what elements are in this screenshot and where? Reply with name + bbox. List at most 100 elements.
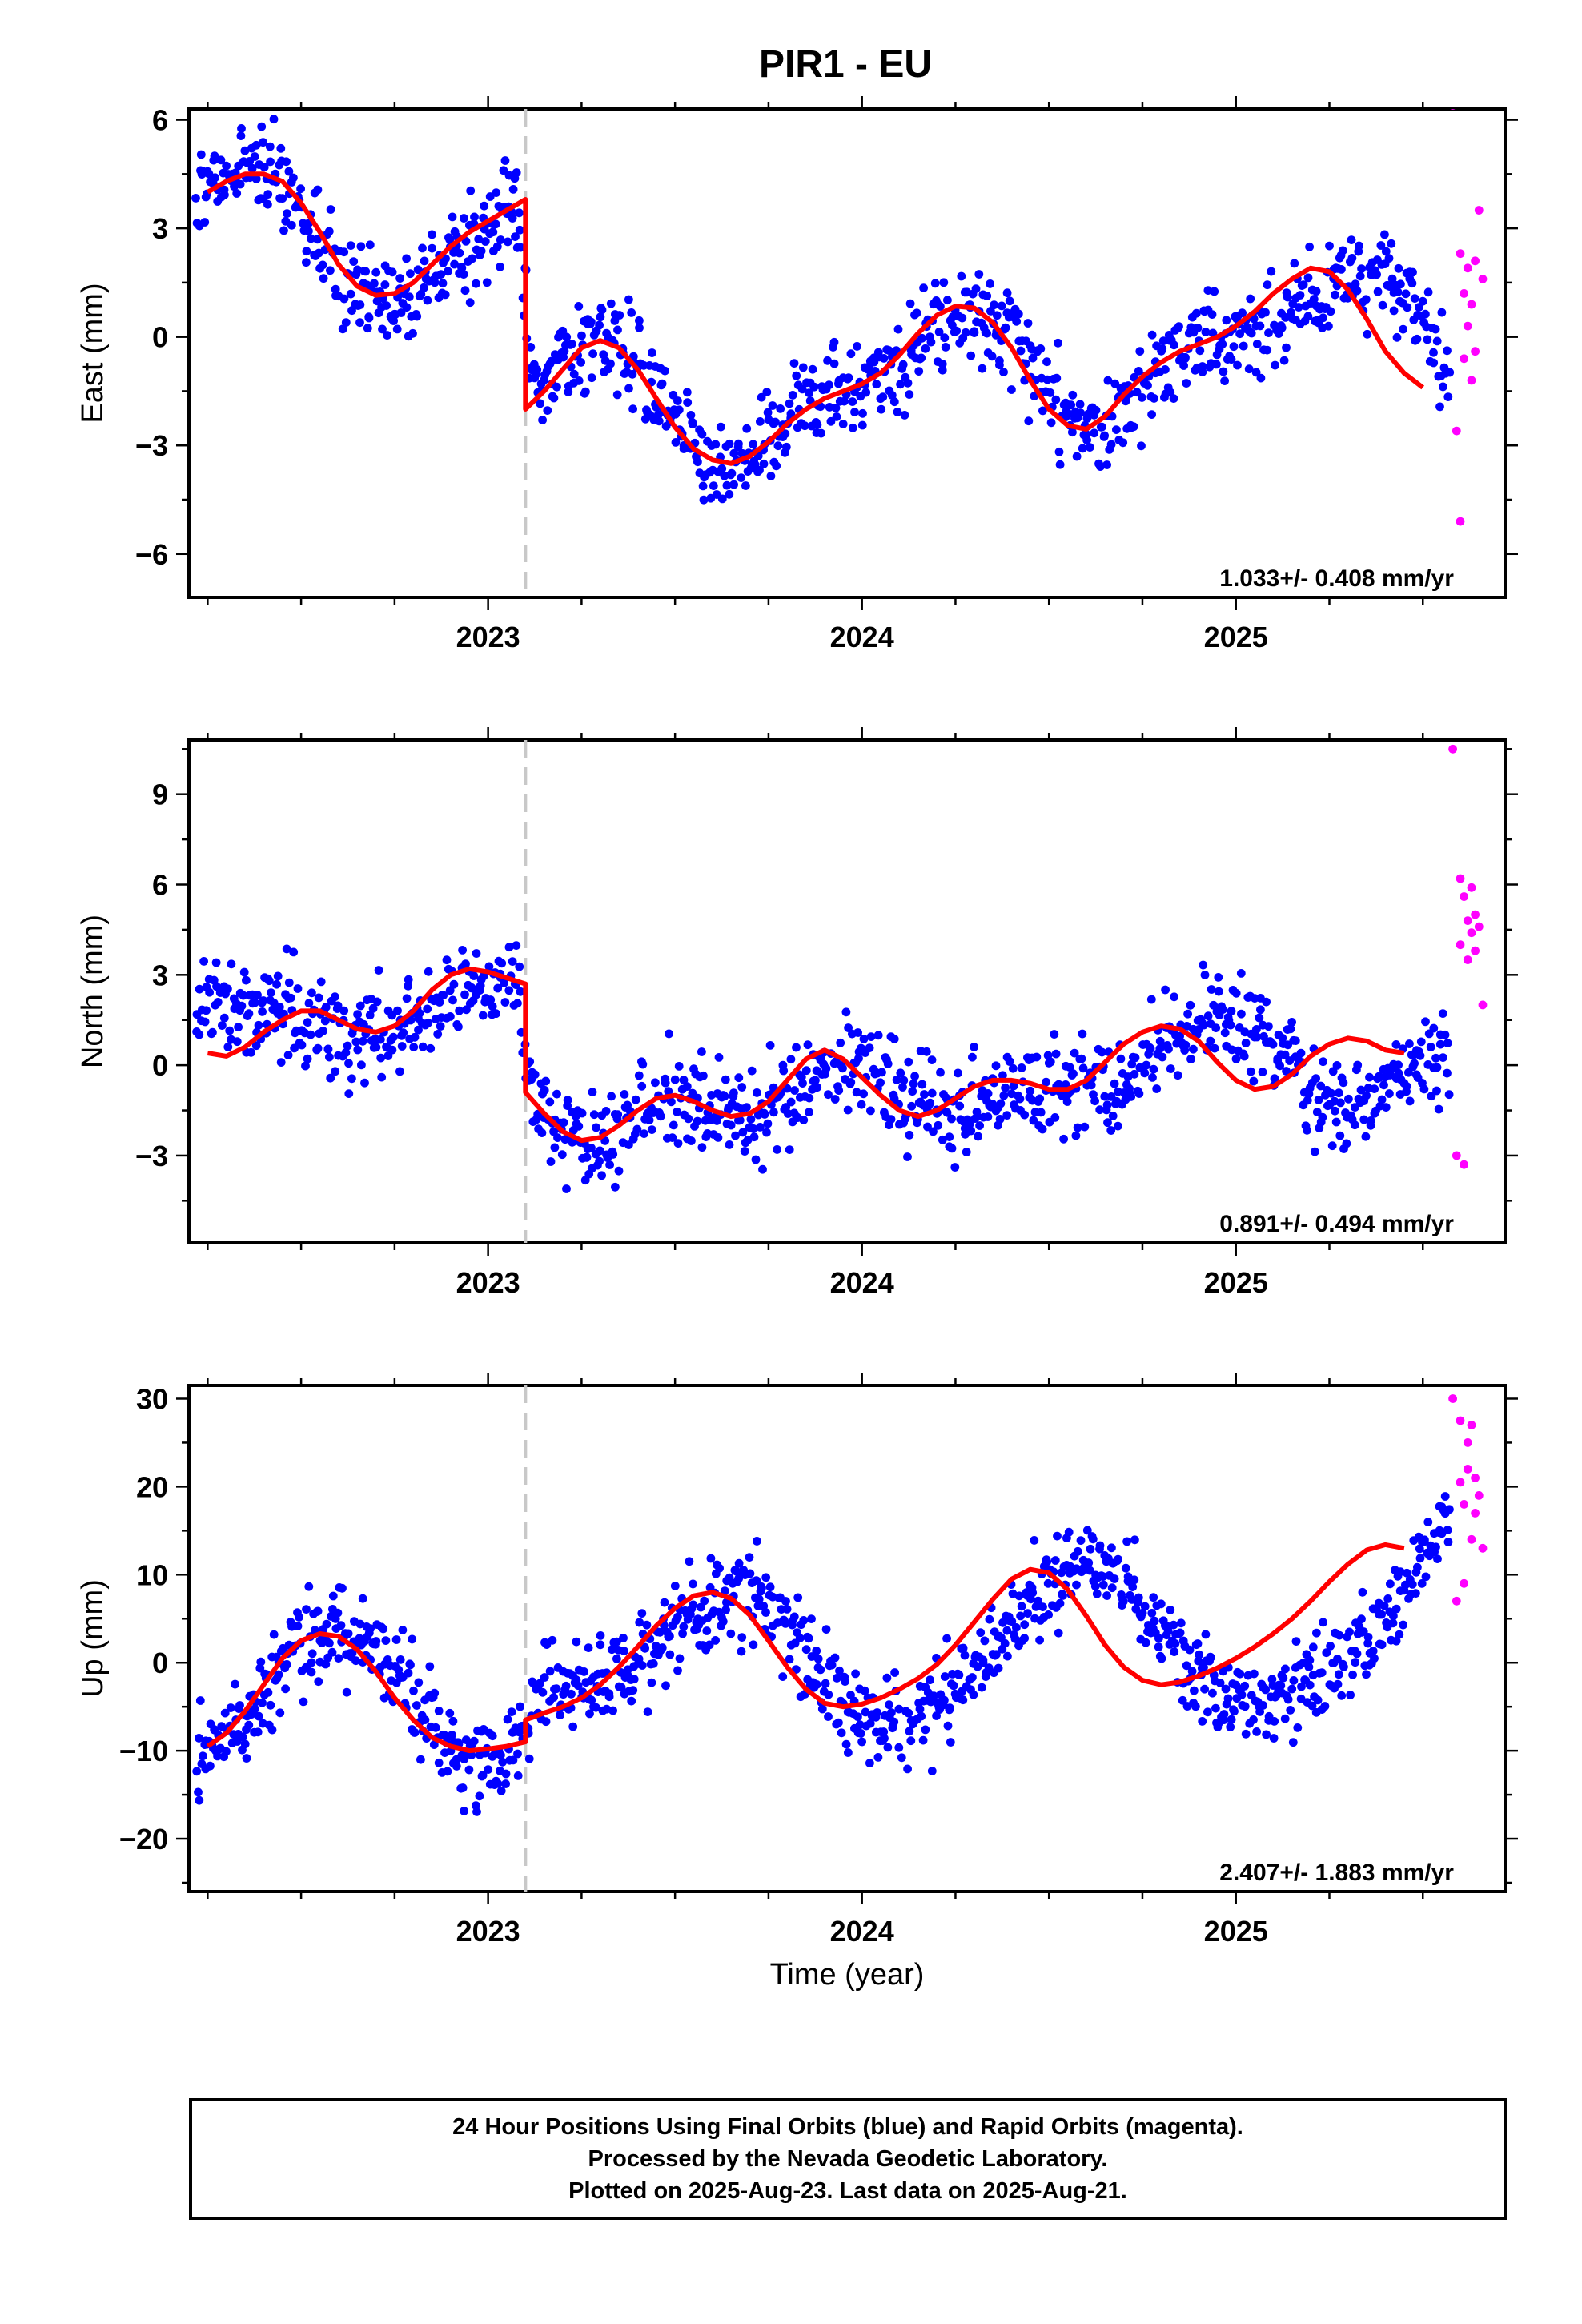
east-final-orbit-point — [1355, 241, 1363, 251]
north-final-orbit-point — [1439, 1053, 1447, 1062]
north-final-orbit-point — [1126, 1092, 1136, 1101]
east-final-orbit-point — [346, 289, 355, 299]
east-final-orbit-point — [919, 283, 928, 292]
east-final-orbit-point — [615, 311, 624, 320]
north-final-orbit-point — [504, 986, 514, 995]
up-final-orbit-point — [946, 1738, 955, 1747]
east-final-orbit-point — [251, 140, 261, 150]
north-final-orbit-point — [773, 1145, 781, 1154]
north-final-orbit-point — [1227, 1007, 1236, 1015]
east-final-orbit-point — [995, 360, 1004, 370]
north-final-orbit-point — [397, 1042, 407, 1051]
east-final-orbit-point — [756, 417, 765, 426]
north-final-orbit-point — [472, 949, 481, 958]
east-final-orbit-point — [1002, 288, 1012, 298]
north-final-orbit-point — [276, 1058, 286, 1067]
up-final-orbit-point — [1058, 1591, 1067, 1600]
up-final-orbit-point — [572, 1637, 581, 1647]
up-final-orbit-point — [1175, 1628, 1185, 1638]
north-final-orbit-point — [1381, 1103, 1391, 1112]
up-final-orbit-point — [1200, 1684, 1209, 1694]
north-final-orbit-point — [454, 1022, 463, 1031]
north-final-orbit-point — [358, 1036, 367, 1046]
east-final-orbit-point — [552, 382, 561, 392]
north-final-orbit-point — [439, 991, 448, 1000]
east-final-orbit-point — [492, 188, 501, 198]
north-final-orbit-point — [1296, 1048, 1306, 1058]
north-final-orbit-point — [966, 1126, 976, 1136]
up-final-orbit-point — [1185, 1645, 1195, 1655]
up-final-orbit-point — [685, 1557, 694, 1566]
up-final-orbit-point — [366, 1624, 375, 1633]
east-final-orbit-point — [878, 392, 888, 401]
east-final-orbit-point — [762, 388, 772, 396]
up-final-orbit-point — [1279, 1673, 1288, 1683]
east-final-orbit-point — [499, 166, 508, 175]
up-final-orbit-point — [469, 1736, 479, 1746]
up-final-orbit-point — [1249, 1715, 1258, 1724]
east-final-orbit-point — [210, 151, 219, 161]
up-final-orbit-point — [607, 1645, 616, 1655]
up-final-orbit-point — [634, 1655, 644, 1664]
east-final-orbit-point — [798, 363, 808, 372]
north-final-orbit-points — [192, 941, 1454, 1193]
north-final-orbit-point — [1239, 1051, 1249, 1061]
north-final-orbit-point — [859, 1035, 869, 1043]
east-final-orbit-point — [797, 384, 807, 394]
east-final-orbit-point — [370, 279, 379, 288]
north-final-orbit-point — [1207, 985, 1216, 994]
up-final-orbit-point — [274, 1670, 283, 1679]
north-final-orbit-point — [559, 1118, 568, 1128]
east-final-orbit-point — [428, 230, 436, 239]
up-final-orbit-point — [715, 1563, 724, 1573]
up-final-orbit-point — [1154, 1642, 1163, 1651]
up-final-orbit-point — [199, 1751, 207, 1761]
up-final-orbit-point — [1252, 1727, 1261, 1736]
north-final-orbit-point — [202, 1006, 211, 1015]
north-final-orbit-point — [341, 1048, 351, 1057]
up-final-orbit-point — [1413, 1562, 1422, 1572]
east-final-orbit-point — [1443, 346, 1452, 356]
east-y-tick-label: −3 — [135, 429, 168, 462]
east-final-orbit-point — [697, 429, 707, 439]
up-final-orbit-point — [443, 1767, 452, 1776]
up-velocity-label: 2.407+/- 1.883 mm/yr — [1219, 1860, 1454, 1886]
north-final-orbit-point — [460, 990, 469, 999]
up-final-orbit-point — [1320, 1702, 1330, 1711]
north-final-orbit-point — [253, 991, 262, 999]
east-final-orbit-point — [438, 279, 448, 288]
north-final-orbit-point — [624, 1140, 633, 1149]
north-final-orbit-point — [1405, 1096, 1415, 1106]
north-final-orbit-point — [1311, 1074, 1320, 1083]
east-final-orbit-point — [1210, 287, 1219, 296]
north-final-orbit-point — [1078, 1029, 1087, 1039]
north-final-orbit-point — [199, 957, 208, 966]
north-final-orbit-point — [1059, 1134, 1068, 1144]
east-final-orbit-point — [1016, 346, 1026, 356]
up-final-orbit-point — [1076, 1536, 1086, 1545]
up-final-orbit-point — [921, 1725, 930, 1735]
east-final-orbit-point — [974, 270, 984, 279]
east-rapid-orbit-point — [1474, 206, 1484, 215]
north-final-orbit-point — [720, 1092, 729, 1101]
up-final-orbit-point — [1002, 1626, 1012, 1635]
east-final-orbit-point — [742, 424, 752, 433]
north-final-orbit-point — [1391, 1040, 1401, 1049]
east-final-orbit-point — [1246, 294, 1255, 304]
east-final-orbit-point — [1066, 400, 1076, 410]
north-final-orbit-point — [1035, 1094, 1045, 1104]
up-final-orbit-point — [812, 1647, 821, 1655]
up-final-orbit-point — [1098, 1580, 1108, 1590]
up-final-orbit-point — [720, 1586, 729, 1595]
east-final-orbit-point — [459, 270, 468, 279]
north-final-orbit-point — [834, 1086, 844, 1095]
east-final-orbit-point — [445, 235, 455, 244]
north-final-orbit-point — [673, 1107, 681, 1116]
up-final-orbit-point — [705, 1640, 714, 1650]
north-final-orbit-point — [687, 1136, 696, 1145]
north-final-orbit-point — [799, 1116, 809, 1124]
north-rapid-orbit-points — [1448, 744, 1488, 1169]
north-final-orbit-point — [1152, 1084, 1162, 1093]
north-final-orbit-point — [713, 1133, 723, 1142]
up-final-orbit-point — [561, 1681, 571, 1691]
